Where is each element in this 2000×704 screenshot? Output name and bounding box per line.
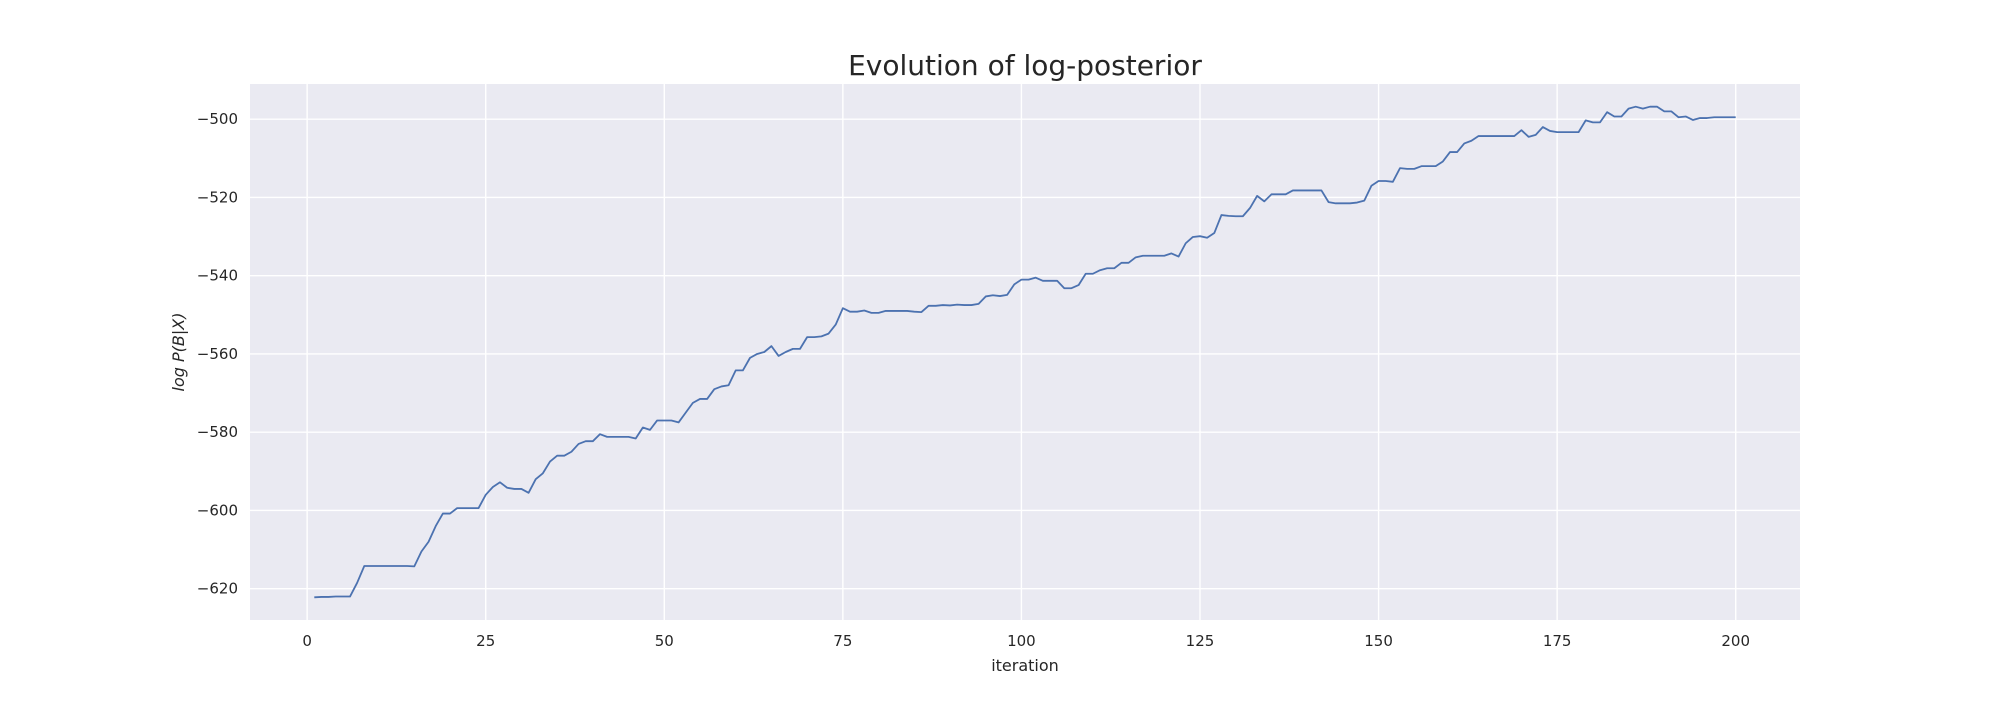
x-tick-label: 50	[655, 632, 674, 650]
y-tick-label: −600	[197, 501, 238, 519]
x-tick-label: 200	[1721, 632, 1750, 650]
x-axis-label: iteration	[991, 656, 1059, 675]
grid-lines	[250, 84, 1800, 620]
y-tick-label: −520	[197, 188, 238, 206]
x-tick-label: 25	[476, 632, 495, 650]
y-tick-label: −500	[197, 110, 238, 128]
plot-background	[250, 84, 1800, 620]
x-tick-label: 150	[1364, 632, 1393, 650]
chart-title: Evolution of log-posterior	[848, 49, 1202, 82]
series-line	[314, 105, 1736, 599]
y-tick-labels: −620 −600 −580 −560 −540 −520 −500	[197, 110, 238, 597]
x-tick-label: 125	[1186, 632, 1215, 650]
y-tick-label: −580	[197, 423, 238, 441]
x-tick-label: 0	[302, 632, 312, 650]
x-tick-labels: 0 25 50 75 100 125 150 175 200	[302, 632, 1750, 650]
y-axis-label: log P(B|X)	[169, 313, 188, 392]
y-tick-label: −540	[197, 267, 238, 285]
x-tick-label: 100	[1007, 632, 1036, 650]
y-tick-label: −620	[197, 580, 238, 598]
series-layer	[314, 105, 1736, 599]
y-tick-label: −560	[197, 345, 238, 363]
x-tick-label: 75	[833, 632, 852, 650]
x-tick-label: 175	[1543, 632, 1572, 650]
